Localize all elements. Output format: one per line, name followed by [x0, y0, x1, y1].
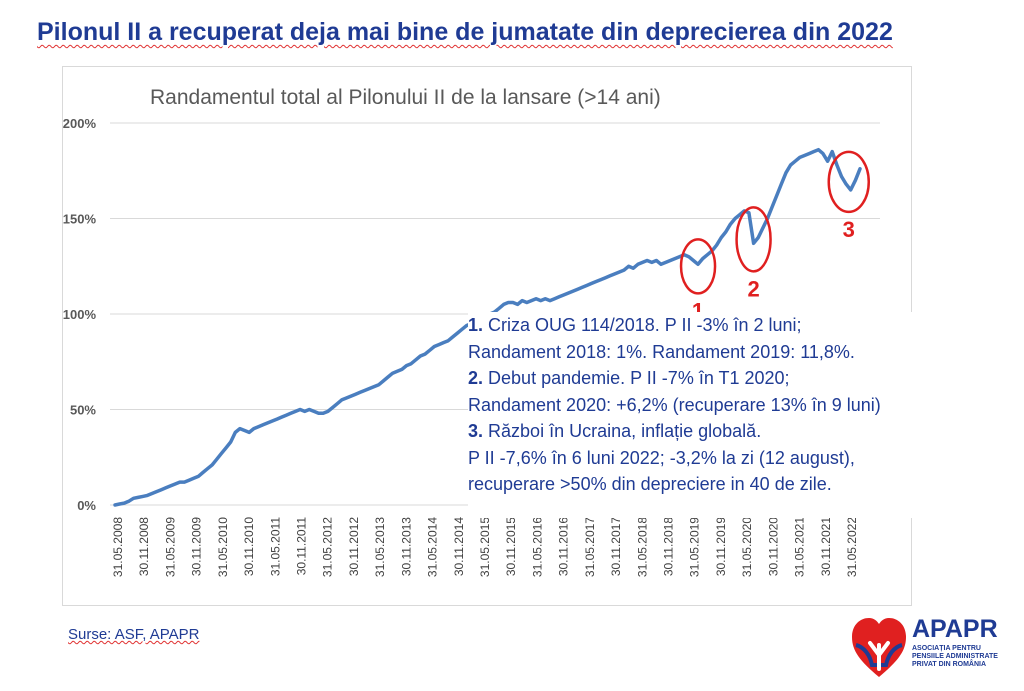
y-tick-label: 200% [63, 116, 97, 131]
note-2-title: Debut pandemie [488, 368, 621, 388]
note-3-number: 3. [468, 421, 484, 441]
x-tick-label: 30.11.2010 [242, 517, 256, 576]
x-tick-label: 31.05.2021 [793, 517, 807, 577]
sources-text: Surse: ASF, APAPR [68, 626, 200, 643]
note-line-7: recuperare >50% din depreciere in 40 de … [468, 474, 832, 494]
page-title: Pilonul II a recuperat deja mai bine de … [37, 18, 893, 46]
x-tick-label: 30.11.2013 [399, 517, 413, 576]
x-tick-label: 30.11.2017 [609, 517, 623, 576]
x-tick-label: 31.05.2019 [688, 517, 702, 577]
note-1-text: . P II -3% în 2 luni; [654, 315, 802, 335]
annotation-circle [679, 238, 717, 295]
x-tick-label: 30.11.2018 [662, 517, 676, 576]
x-tick-label: 30.11.2016 [557, 517, 571, 576]
annotation-number: 2 [747, 276, 759, 301]
x-tick-label: 31.05.2015 [478, 517, 492, 577]
x-tick-label: 30.11.2019 [714, 517, 728, 576]
note-2-number: 2. [468, 368, 484, 388]
note-3-text: . [756, 421, 762, 441]
x-tick-label: 31.05.2014 [426, 517, 440, 577]
logo-name: APAPR [912, 615, 998, 643]
annotation-circle [735, 206, 772, 273]
note-1-number: 1. [468, 315, 484, 335]
annotation-box: 1. Criza OUG 114/2018. P II -3% în 2 lun… [468, 312, 1023, 518]
y-tick-label: 100% [63, 307, 97, 322]
x-tick-label: 31.05.2016 [530, 517, 544, 577]
note-line-6: P II -7,6% în 6 luni 2022; -3,2% la zi (… [468, 447, 855, 468]
note-3-title: Război în Ucraina, inflație globală [488, 421, 757, 441]
apapr-logo: APAPR ASOCIAȚIA PENTRU PENSIILE ADMINIST… [850, 615, 1020, 685]
x-tick-label: 30.11.2009 [190, 517, 204, 576]
y-tick-label: 0% [77, 498, 96, 513]
x-tick-label: 31.05.2009 [163, 517, 177, 577]
x-tick-label: 30.11.2012 [347, 517, 361, 576]
x-tick-label: 31.05.2018 [635, 517, 649, 577]
chart-title: Randamentul total al Pilonului II de la … [150, 86, 661, 109]
note-line-1: 1. Criza OUG 114/2018. P II -3% în 2 lun… [468, 312, 1023, 339]
note-line-2: Randament 2018: 1%. Randament 2019: 11,8… [468, 341, 855, 362]
note-line-3: 2. Debut pandemie. P II -7% în T1 2020; [468, 365, 1023, 392]
x-tick-label: 31.05.2010 [216, 517, 230, 577]
x-tick-label: 30.11.2008 [137, 517, 151, 576]
x-tick-label: 30.11.2020 [766, 517, 780, 576]
note-1-title: Criza OUG 114/2018 [488, 315, 655, 335]
x-tick-label: 31.05.2020 [740, 517, 754, 577]
annotation-number: 3 [843, 217, 855, 242]
logo-heart-icon [852, 618, 906, 677]
x-tick-label: 31.05.2022 [845, 517, 859, 577]
x-tick-label: 30.11.2021 [819, 517, 833, 576]
note-line-5: 3. Război în Ucraina, inflație globală. [468, 418, 1023, 445]
x-tick-label: 31.05.2008 [111, 517, 125, 577]
x-tick-label: 31.05.2012 [321, 517, 335, 577]
x-tick-label: 30.11.2011 [295, 517, 309, 576]
y-tick-label: 150% [63, 212, 97, 227]
x-tick-label: 30.11.2015 [504, 517, 518, 576]
note-2-text: . P II -7% în T1 2020; [620, 368, 790, 388]
x-tick-label: 31.05.2013 [373, 517, 387, 577]
y-tick-label: 50% [70, 403, 96, 418]
annotation-circle [827, 150, 870, 214]
x-tick-label: 31.05.2017 [583, 517, 597, 577]
note-line-4: Randament 2020: +6,2% (recuperare 13% în… [468, 394, 881, 415]
logo-subtitle: ASOCIAȚIA PENTRU PENSIILE ADMINISTRATE P… [912, 645, 998, 668]
x-tick-label: 31.05.2011 [268, 517, 282, 576]
x-tick-label: 30.11.2014 [452, 517, 466, 576]
